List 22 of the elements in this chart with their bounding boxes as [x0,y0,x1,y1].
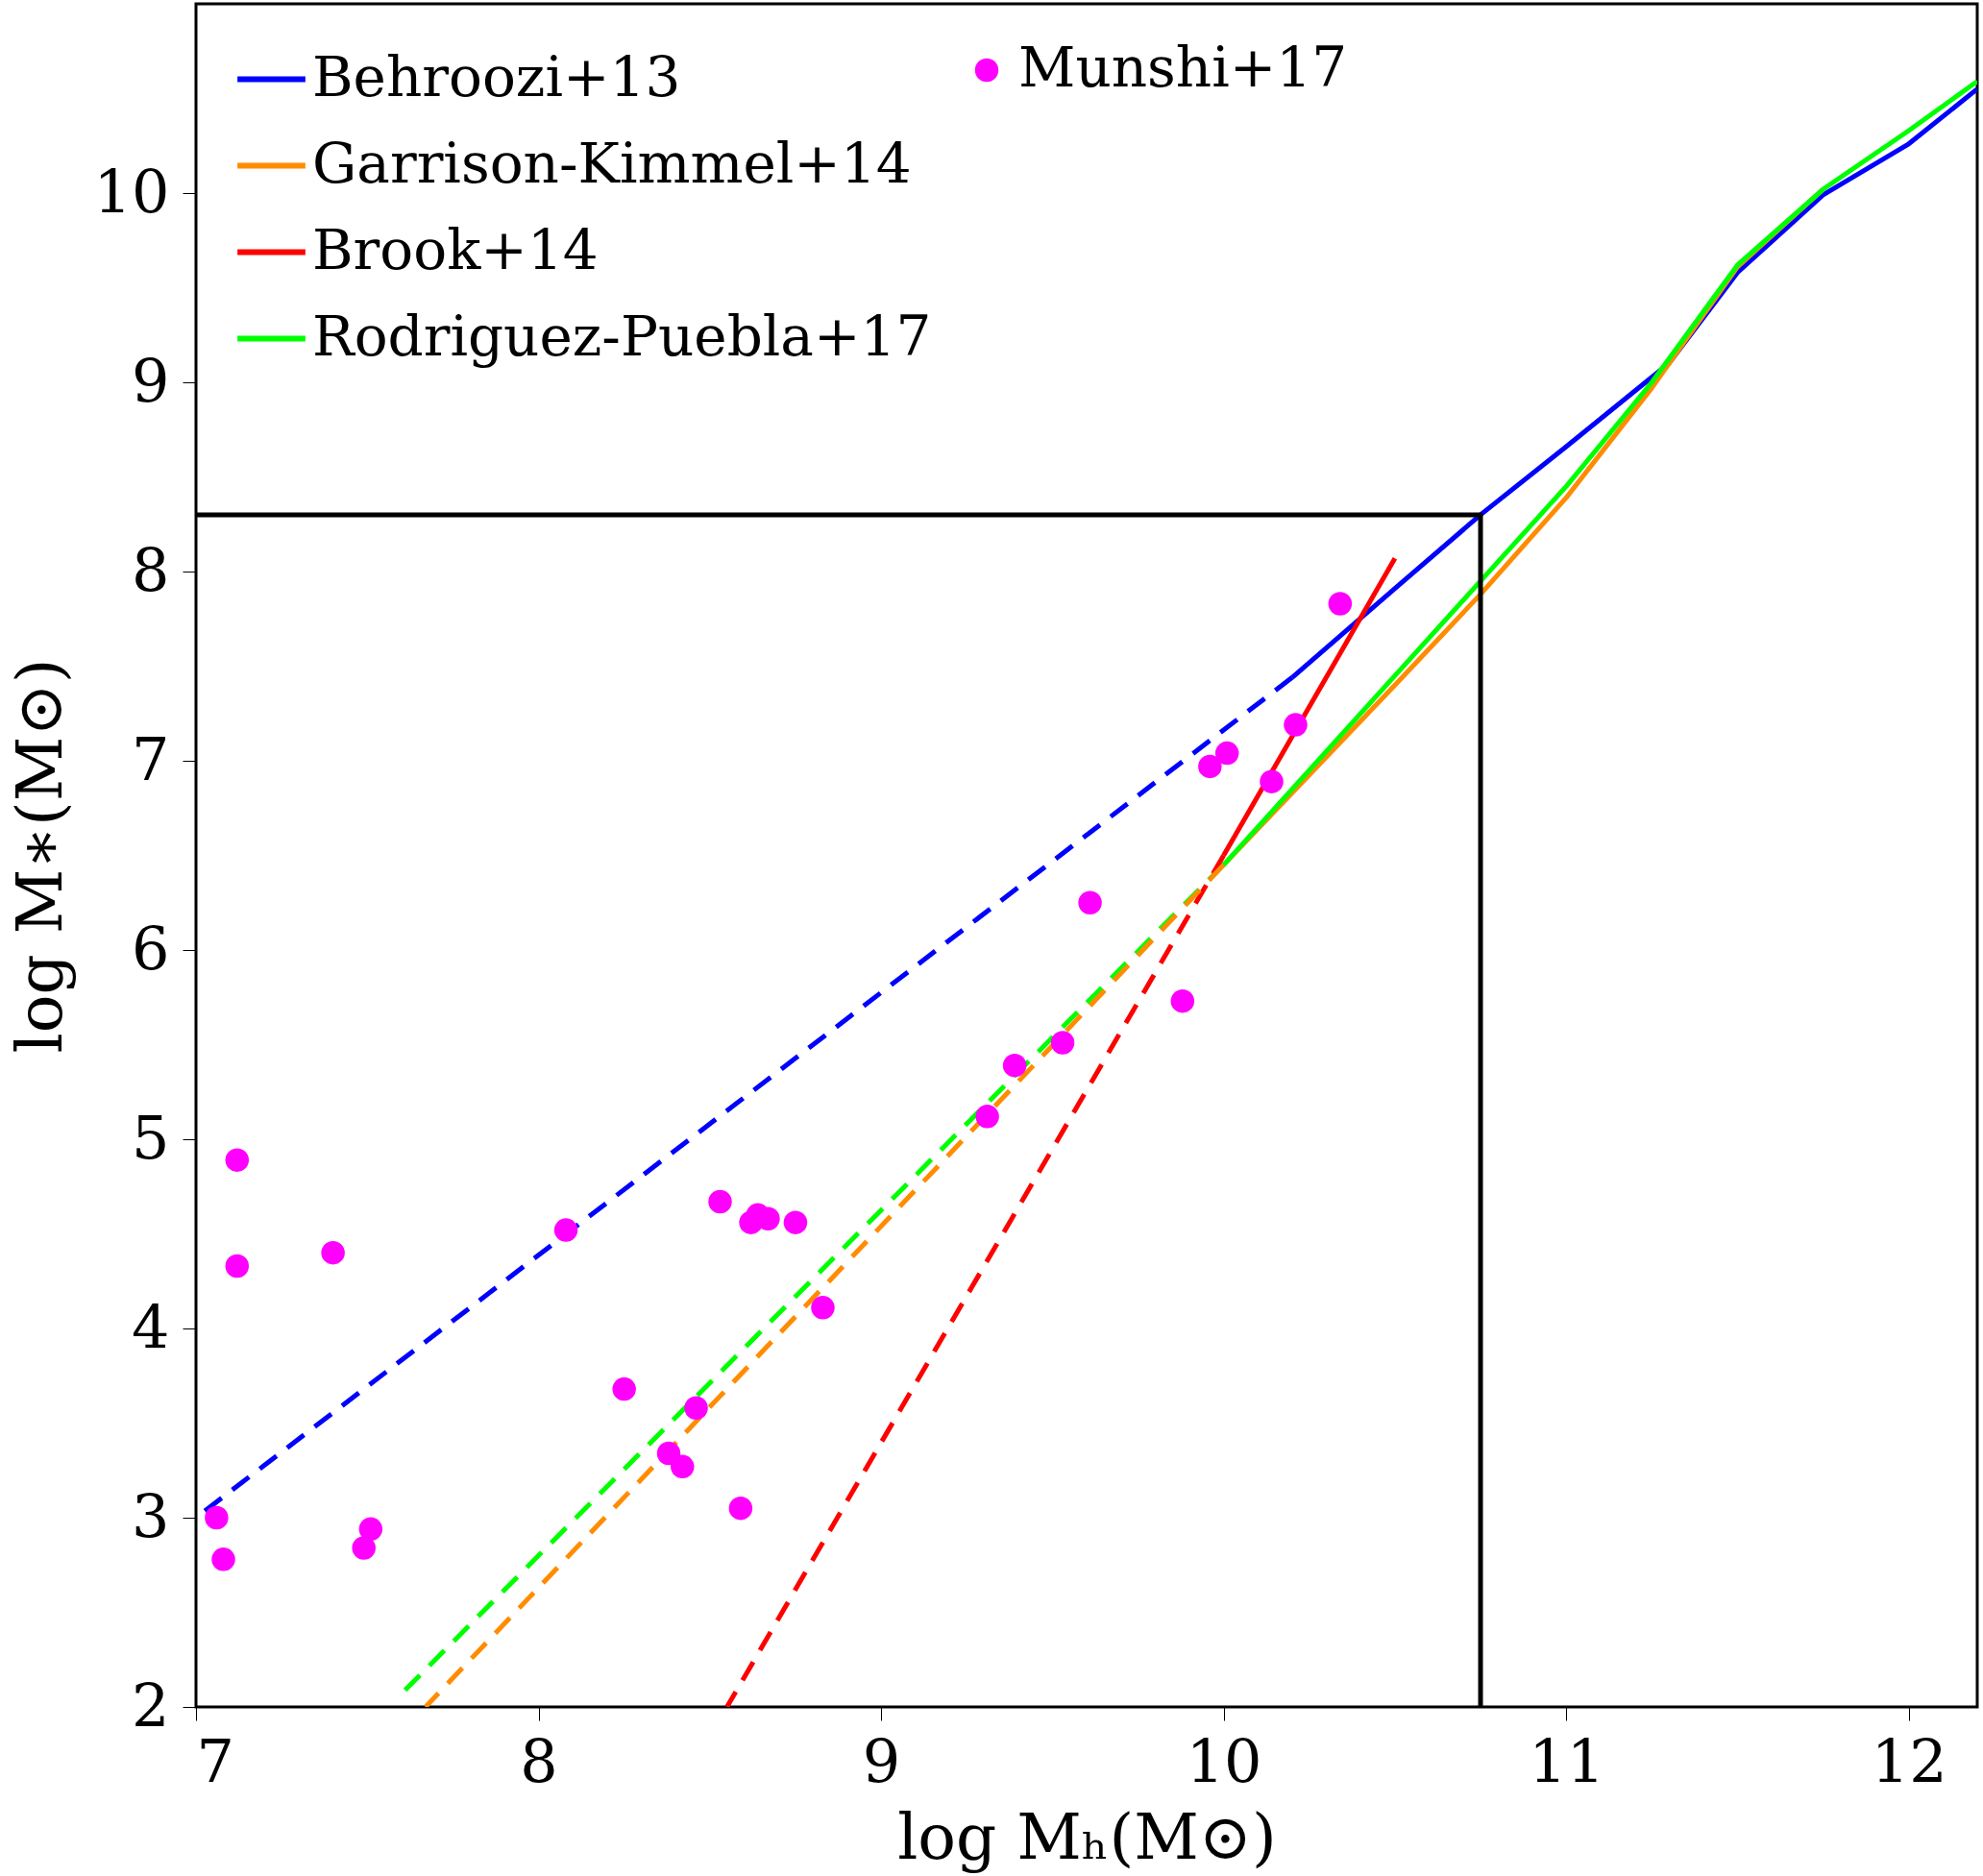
y-tick-label: 2 [132,1669,170,1741]
y-tick-label: 4 [132,1291,170,1362]
y-tick-label: 8 [132,534,170,605]
y-tick-label: 7 [132,723,170,794]
x-tick-label: 10 [1186,1725,1262,1796]
x-tick-label: 9 [862,1725,901,1796]
legend-label: Brook+14 [312,216,599,282]
y-axis-title: log M∗(M⊙) [2,658,77,1054]
legend-label: Munshi+17 [1018,35,1348,100]
x-tick-label: 12 [1871,1725,1947,1796]
y-tick-label: 10 [93,156,170,227]
legend-label: Garrison-Kimmel+14 [312,130,912,196]
x-tick-label: 7 [196,1725,234,1796]
legend-label: Behroozi+13 [312,43,681,110]
x-tick-label: 8 [520,1725,558,1796]
y-tick-label: 3 [132,1480,170,1551]
x-tick-label: 11 [1529,1725,1605,1796]
x-axis-title: log Mₕ(M⊙) [897,1799,1277,1874]
y-tick-label: 5 [132,1102,170,1173]
y-tick-label: 6 [132,913,170,984]
y-tick-label: 9 [132,345,170,416]
legend-label: Rodriguez-Puebla+17 [312,303,932,369]
